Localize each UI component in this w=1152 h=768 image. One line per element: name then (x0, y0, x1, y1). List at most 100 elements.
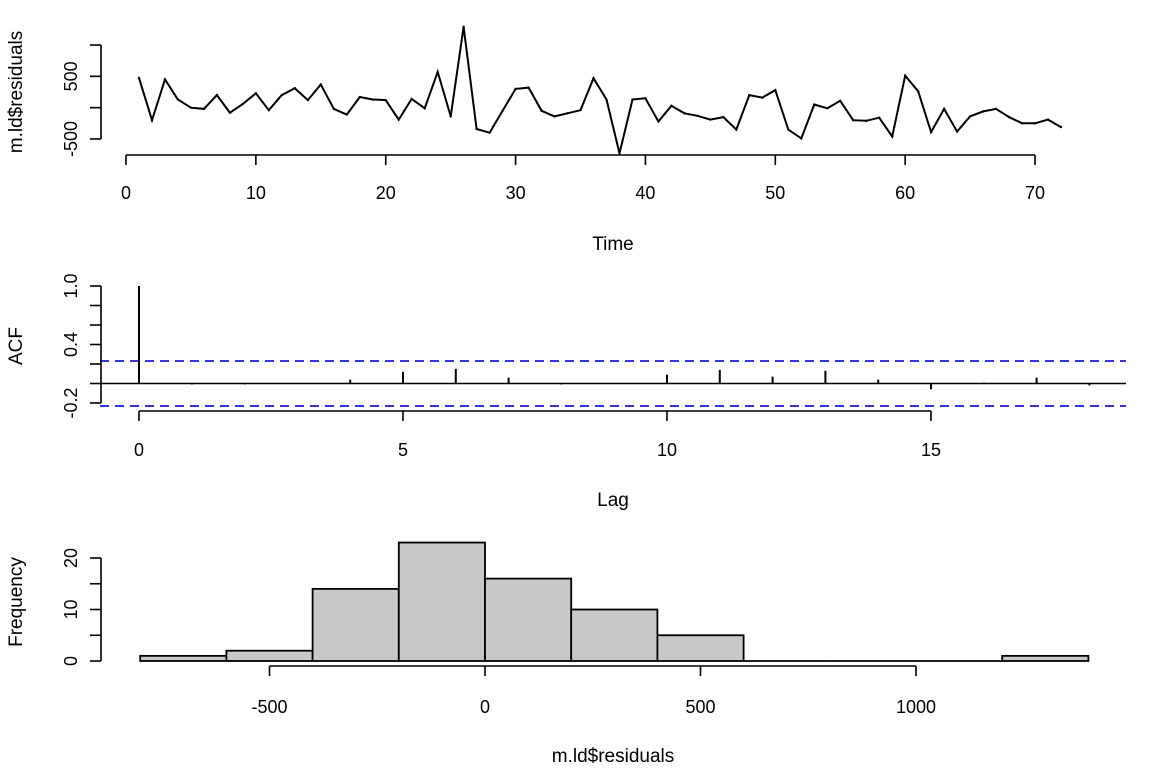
residual-point (1007, 115, 1011, 119)
residual-point (176, 98, 180, 101)
residual-point (735, 128, 738, 131)
residual-point (358, 95, 361, 99)
residual-point (488, 131, 491, 134)
x-axis-title: Lag (597, 490, 629, 511)
residual-point (994, 107, 998, 111)
histogram-bar (484, 577, 573, 662)
residual-point (280, 93, 284, 97)
histogram-bar (139, 654, 228, 662)
residual-point (215, 93, 219, 97)
residual-point (903, 74, 907, 77)
residual-point (618, 152, 621, 155)
residual-point (449, 115, 452, 118)
residual-point (813, 103, 816, 106)
residual-point (631, 98, 634, 101)
x-tick-label: 50 (765, 183, 785, 203)
x-tick-label: 500 (685, 697, 715, 717)
y-tick-label: 1.0 (61, 273, 81, 298)
residual-point (436, 70, 439, 74)
residual-point (514, 87, 517, 91)
x-tick-label: 10 (246, 183, 266, 203)
y-tick-label: 10 (61, 599, 81, 619)
residual-point (696, 114, 699, 118)
residual-point (800, 137, 803, 140)
residual-point (709, 118, 712, 121)
residual-point (865, 119, 868, 123)
residual-point (540, 109, 543, 113)
residual-series-line (138, 26, 1062, 154)
residual-point (981, 110, 985, 113)
y-tick-label: -500 (61, 121, 81, 157)
y-tick-label: 0 (61, 656, 81, 666)
acf-panel: 0 5 10 15 -0.2 0.4 1.0 Lag ACF (6, 273, 1126, 511)
residual-point (657, 120, 660, 123)
histogram-bar (397, 541, 486, 662)
residual-point (955, 130, 959, 133)
residual-point (293, 87, 297, 90)
residual-point (345, 113, 348, 116)
y-axis-title: Frequency (6, 557, 27, 647)
residual-point (605, 98, 608, 101)
residual-point (410, 97, 413, 101)
x-tick-label: 10 (657, 440, 677, 460)
residual-point (683, 112, 686, 115)
residual-point (761, 96, 764, 99)
x-tick-label: 1000 (896, 697, 936, 717)
x-tick-label: 0 (480, 697, 490, 717)
residual-point (228, 111, 232, 114)
residual-point (916, 90, 920, 93)
residual-point (748, 93, 751, 97)
residual-point (1033, 122, 1037, 125)
residual-point (384, 98, 387, 102)
residual-point (942, 107, 946, 111)
residual-point (566, 112, 569, 115)
residual-point (501, 109, 504, 113)
y-axis-title: m.ld$residuals (6, 31, 27, 154)
residual-point (150, 119, 154, 122)
residuals-histogram-panel: -500 0 500 1000 0 10 20 m.ld$residuals Frequency (6, 541, 1090, 767)
residual-point (644, 97, 647, 100)
y-tick-label: 20 (61, 548, 81, 568)
residual-point (332, 107, 335, 111)
x-tick-label: 0 (121, 183, 131, 203)
residual-point (319, 83, 322, 86)
histogram-bar (570, 608, 659, 662)
residual-point (1059, 125, 1063, 129)
x-tick-label: 5 (398, 440, 408, 460)
residual-point (579, 108, 582, 112)
x-axis-title: Time (592, 234, 634, 255)
residual-point (254, 92, 258, 95)
y-tick-label: 500 (61, 61, 81, 91)
x-tick-label: -500 (251, 697, 287, 717)
x-tick-label: 70 (1025, 183, 1045, 203)
residual-point (722, 115, 725, 119)
residual-point (527, 86, 530, 89)
y-tick-label: -0.2 (61, 387, 81, 418)
x-tick-label: 40 (635, 183, 655, 203)
residual-point (774, 88, 777, 92)
residual-point (241, 102, 245, 106)
residual-point (397, 118, 400, 121)
histogram-bar (656, 634, 745, 662)
residual-point (423, 107, 426, 110)
residual-point (968, 115, 972, 118)
residuals-time-series-panel: 0 10 20 30 40 50 60 70 -500 500 Time m.ld$residuals (6, 25, 1063, 255)
histogram-bar (225, 649, 314, 662)
residual-point (839, 99, 842, 102)
y-tick-label: 0.4 (61, 332, 81, 357)
x-tick-label: 30 (506, 183, 526, 203)
residual-point (890, 135, 894, 138)
residual-point (826, 107, 829, 110)
x-tick-label: 60 (895, 183, 915, 203)
residual-point (189, 106, 193, 109)
residual-point (137, 76, 141, 80)
x-tick-label: 20 (376, 183, 396, 203)
residual-point (306, 98, 310, 102)
x-tick-label: 15 (921, 440, 941, 460)
residual-point (670, 104, 673, 107)
residual-point (592, 77, 595, 80)
residual-point (553, 115, 556, 118)
y-axis-title: ACF (6, 327, 27, 365)
residual-point (787, 128, 790, 131)
